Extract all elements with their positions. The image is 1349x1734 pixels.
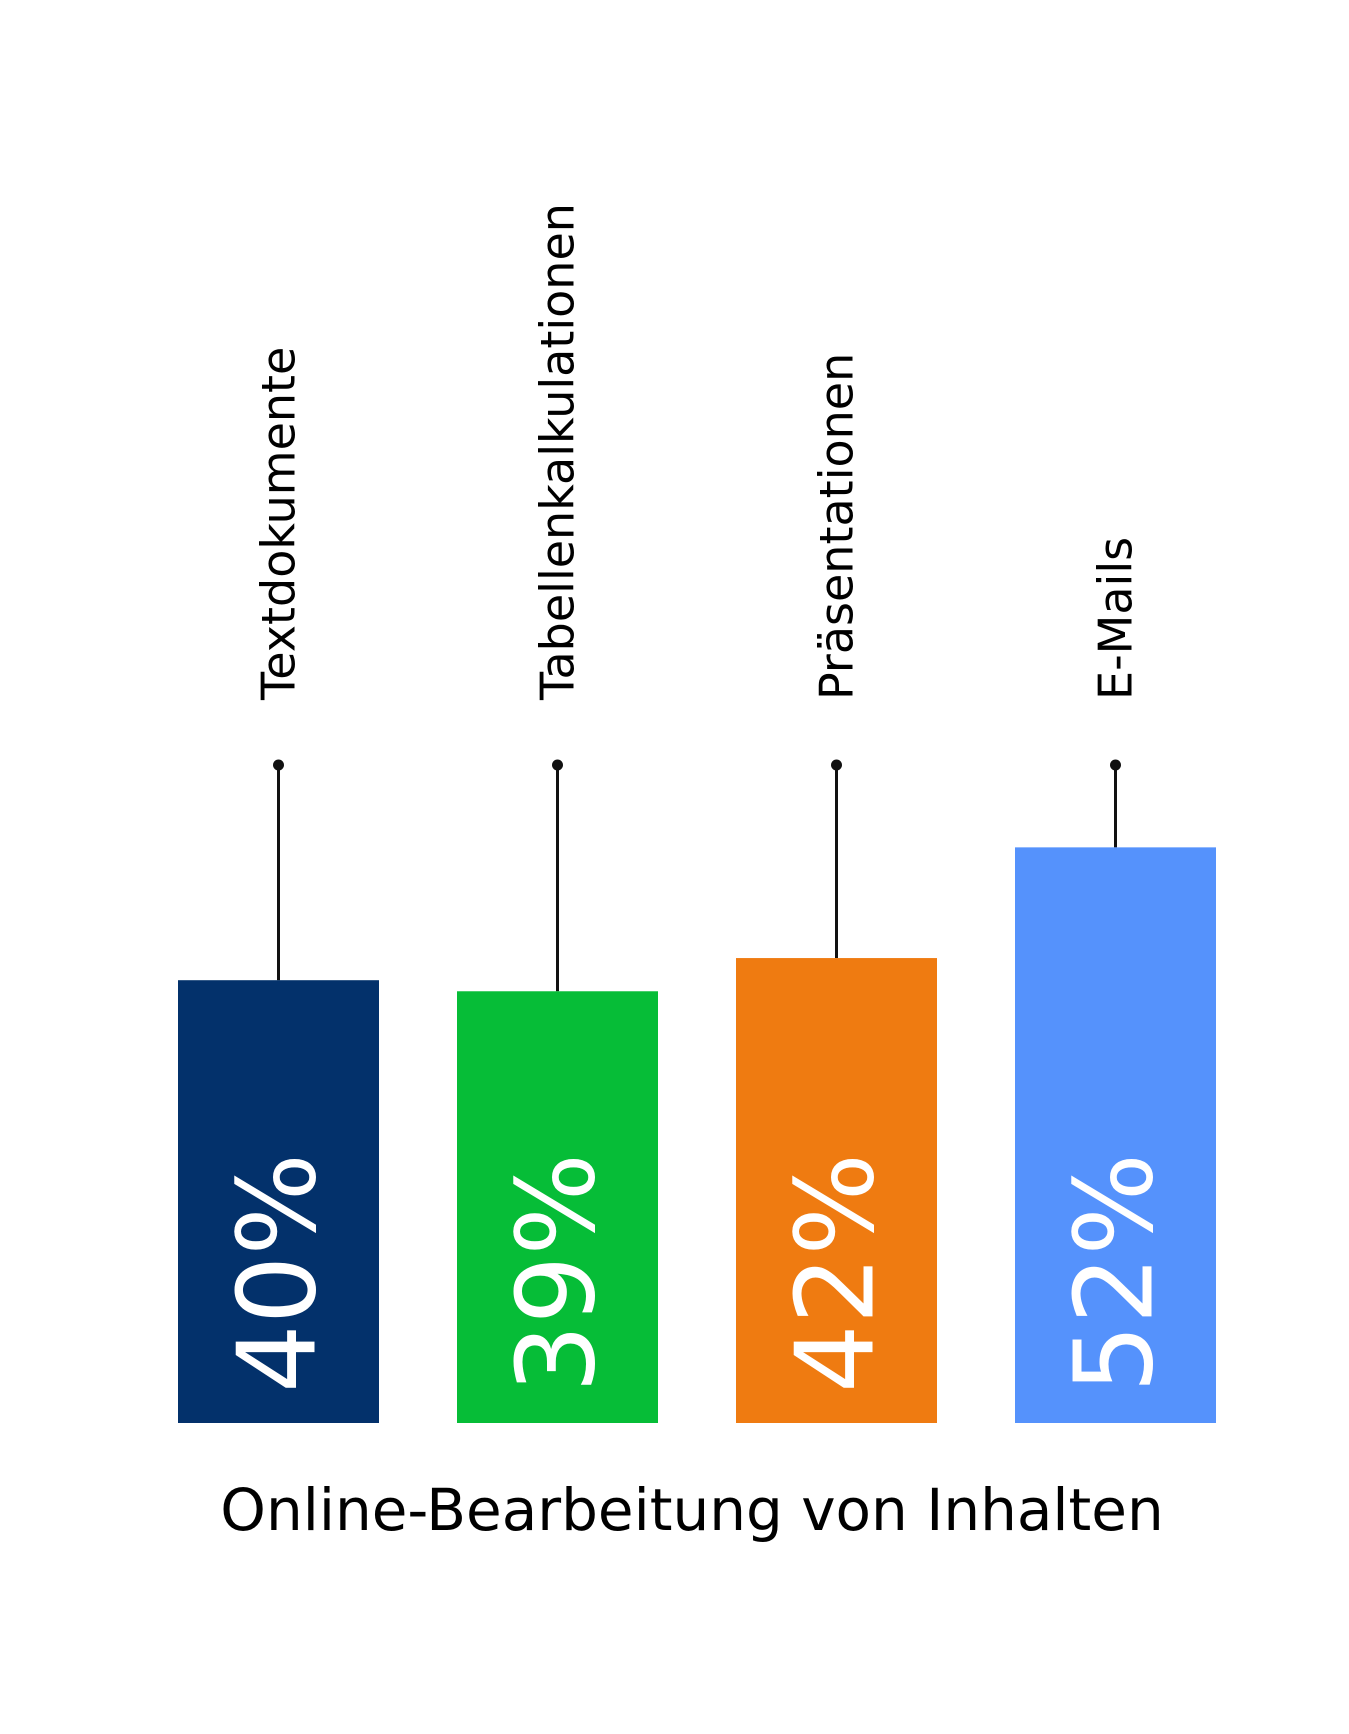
category-label-tabellenkalkulationen: Tabellenkalkulationen xyxy=(531,203,585,701)
bar-textdokumente xyxy=(178,980,379,1423)
category-label-textdokumente: Textdokumente xyxy=(252,347,306,701)
value-label-pr-sentationen: 42% xyxy=(774,1153,899,1393)
leader-dot-textdokumente xyxy=(273,759,284,771)
value-label-textdokumente: 40% xyxy=(216,1153,341,1393)
leader-dot-pr-sentationen xyxy=(831,759,842,771)
bar-pr-sentationen xyxy=(736,958,937,1423)
value-label-tabellenkalkulationen: 39% xyxy=(495,1153,620,1393)
category-label-pr-sentationen: Präsentationen xyxy=(810,353,864,700)
value-label-e-mails: 52% xyxy=(1053,1153,1178,1393)
category-label-e-mails: E-Mails xyxy=(1089,537,1143,700)
chart-title: Online-Bearbeitung von Inhalten xyxy=(220,1476,1163,1544)
bar-e-mails xyxy=(1015,847,1216,1423)
bars-group: 40% Textdokumente 39% Tabellenkalkulationen… xyxy=(178,203,1216,1423)
leader-dot-tabellenkalkulationen xyxy=(552,759,563,771)
leader-dot-e-mails xyxy=(1110,759,1121,771)
bar-tabellenkalkulationen xyxy=(457,991,658,1423)
